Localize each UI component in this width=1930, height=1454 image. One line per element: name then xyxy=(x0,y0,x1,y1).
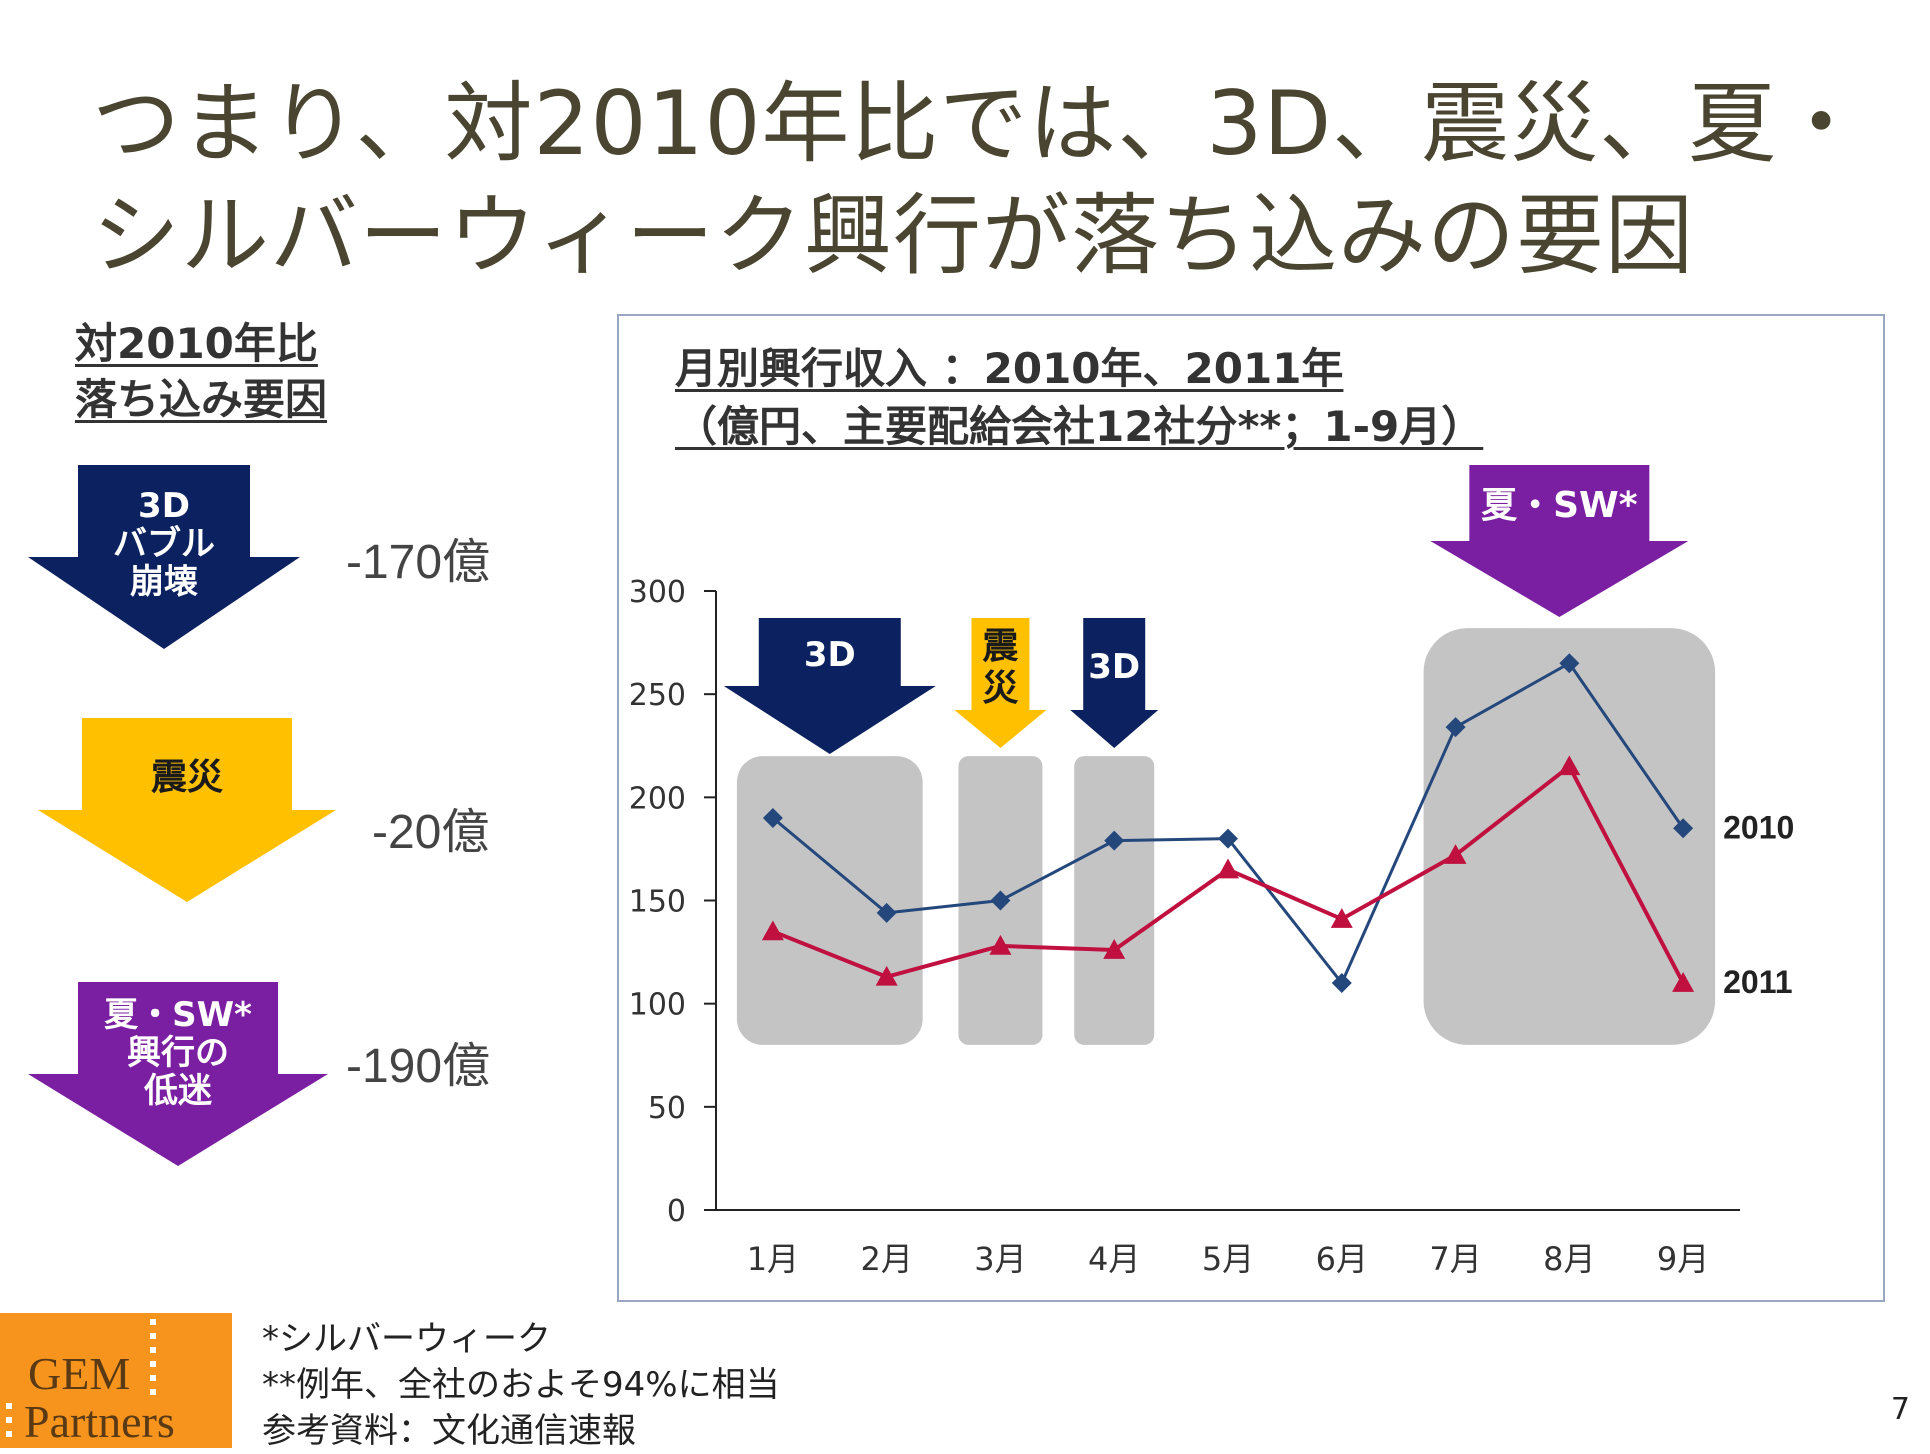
x-tick-label: 1月 xyxy=(747,1240,799,1278)
data-point-2011 xyxy=(761,920,784,941)
down-arrow-icon xyxy=(28,982,328,1166)
y-tick-label: 100 xyxy=(629,988,686,1023)
data-point-2010 xyxy=(1445,717,1466,738)
slide-title-line-1: つまり、対2010年比では、3D、震災、夏・ xyxy=(92,72,1867,175)
data-point-2011 xyxy=(875,965,898,986)
factor-arrow-3d: 3D バブル 崩壊 xyxy=(28,465,300,649)
data-point-2011 xyxy=(1672,972,1695,992)
highlight-box xyxy=(736,756,923,1045)
data-point-2010 xyxy=(1559,653,1580,674)
x-tick-label: 4月 xyxy=(1088,1240,1140,1278)
data-point-2010 xyxy=(1104,830,1125,851)
footnotes: *シルバーウィーク **例年、全社のおよそ94%に相当 参考資料：文化通信速報 xyxy=(262,1316,780,1454)
x-tick-label: 5月 xyxy=(1202,1240,1254,1278)
y-tick-label: 50 xyxy=(648,1091,686,1126)
factor-arrow-summer-sw: 夏・SW* 興行の 低迷 xyxy=(28,982,328,1166)
highlight-box xyxy=(1423,628,1716,1045)
factor-arrow-earthquake: 震災 xyxy=(38,718,336,902)
data-point-2010 xyxy=(1218,828,1238,849)
event-arrow-label: 災 xyxy=(982,668,1018,709)
event-arrow-label: 夏・SW* xyxy=(1481,485,1638,526)
factor-label-line: 低迷 xyxy=(144,1071,212,1111)
data-point-2011 xyxy=(1444,844,1467,864)
data-point-2010 xyxy=(1331,973,1352,994)
y-tick-label: 250 xyxy=(629,678,686,713)
factor-label-line: 夏・SW* xyxy=(104,995,252,1035)
factors-heading-line-1: 対2010年比 xyxy=(75,319,318,368)
event-arrow-label: 3D xyxy=(804,635,856,675)
logo-text-gem: GEM xyxy=(28,1348,131,1399)
event-arrow-icon xyxy=(954,618,1047,748)
factor-label-earthquake: 震災 xyxy=(38,758,336,798)
y-tick-label: 0 xyxy=(667,1194,686,1229)
x-tick-label: 6月 xyxy=(1316,1240,1368,1278)
data-point-2010 xyxy=(990,890,1011,911)
factor-label-line: 崩壊 xyxy=(130,562,198,602)
x-tick-label: 2月 xyxy=(860,1240,912,1278)
factor-amount-summer-sw: -190億 xyxy=(346,1040,491,1093)
gem-partners-logo: GEM Partners xyxy=(0,1313,232,1448)
factors-heading-line-2: 落ち込み要因 xyxy=(75,375,328,424)
factor-label-line: 3D xyxy=(138,486,190,526)
factor-amount-3d: -170億 xyxy=(346,536,491,589)
logo-text-partners: Partners xyxy=(24,1396,175,1447)
series-label-2010: 2010 xyxy=(1723,809,1794,845)
event-arrow-label: 震 xyxy=(982,626,1018,667)
chart-title-line-1: 月別興行収入 ：2010年、2011年 xyxy=(675,344,1344,393)
chart-title: 月別興行収入 ：2010年、2011年 （億円、主要配給会社12社分**；1-9… xyxy=(675,340,1483,456)
data-point-2011 xyxy=(989,934,1012,955)
factors-heading: 対2010年比 落ち込み要因 xyxy=(75,316,327,428)
data-point-2010 xyxy=(1673,818,1694,839)
series-label-2011: 2011 xyxy=(1723,964,1792,1000)
factor-label-line: 震災 xyxy=(150,757,223,798)
slide-title-line-2: シルバーウィーク興行が落ち込みの要因 xyxy=(92,184,1695,287)
data-point-2011 xyxy=(1103,939,1126,959)
x-tick-label: 8月 xyxy=(1543,1240,1595,1278)
chart-frame xyxy=(617,314,1885,1302)
event-arrow-icon xyxy=(1430,465,1689,617)
slide-title: つまり、対2010年比では、3D、震災、夏・ シルバーウィーク興行が落ち込みの要… xyxy=(92,68,1892,292)
highlight-box xyxy=(1074,756,1155,1045)
down-arrow-icon xyxy=(28,465,300,649)
factor-label-summer-sw: 夏・SW* 興行の 低迷 xyxy=(28,996,328,1110)
data-point-2010 xyxy=(762,807,783,828)
event-arrow-icon xyxy=(723,618,936,754)
factor-label-line: 興行の xyxy=(127,1033,229,1073)
event-arrow-icon xyxy=(1070,618,1159,748)
x-tick-label: 7月 xyxy=(1429,1240,1481,1278)
event-arrow-label: 3D xyxy=(1088,647,1140,687)
data-point-2011 xyxy=(1558,755,1581,776)
logo-dots-icon xyxy=(6,1319,156,1437)
x-tick-label: 9月 xyxy=(1657,1240,1709,1278)
footnote-2: **例年、全社のおよそ94%に相当 xyxy=(262,1365,780,1405)
chart-title-line-2: （億円、主要配給会社12社分**；1-9月） xyxy=(675,402,1484,451)
y-tick-label: 300 xyxy=(629,575,686,610)
data-point-2011 xyxy=(1330,908,1353,928)
y-tick-label: 200 xyxy=(629,781,686,816)
data-point-2010 xyxy=(876,902,897,923)
footnote-1: *シルバーウィーク xyxy=(262,1319,551,1359)
data-point-2011 xyxy=(1217,858,1239,879)
factor-amount-earthquake: -20億 xyxy=(372,806,490,859)
down-arrow-icon xyxy=(38,718,336,902)
footnote-3: 参考資料：文化通信速報 xyxy=(262,1411,636,1451)
y-tick-label: 150 xyxy=(629,885,686,920)
factor-label-3d: 3D バブル 崩壊 xyxy=(28,487,300,601)
factor-label-line: バブル xyxy=(113,524,215,564)
page-number: 7 xyxy=(1890,1392,1910,1427)
x-tick-label: 3月 xyxy=(974,1240,1026,1278)
